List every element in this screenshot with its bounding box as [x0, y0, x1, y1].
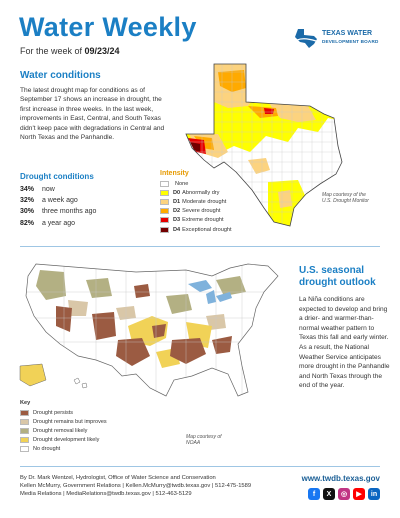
water-conditions-heading: Water conditions [20, 70, 101, 81]
texas-drought-map [185, 63, 343, 227]
website-link[interactable]: www.twdb.texas.gov [301, 474, 380, 483]
outlook-heading: U.S. seasonal drought outlook [299, 265, 376, 288]
legend-swatch [160, 198, 169, 205]
legend-item: D3 Extreme drought [160, 216, 232, 225]
legend-swatch [160, 208, 169, 215]
legend-swatch [20, 446, 29, 453]
youtube-icon[interactable]: ▶ [353, 488, 365, 500]
logo-line1: TEXAS WATER [322, 30, 373, 37]
legend-swatch [20, 437, 29, 444]
instagram-icon[interactable]: ◎ [338, 488, 350, 500]
legend-item: Drought remains but improves [20, 417, 107, 426]
us-drought-outlook-map [19, 263, 279, 397]
drought-stat: 82% a year ago [20, 219, 76, 227]
legend-swatch [20, 427, 29, 434]
footer-contacts: By Dr. Mark Wentzel, Hydrologist, Office… [20, 474, 251, 498]
legend-item: Drought removal likely [20, 426, 107, 435]
twdb-logo: TEXAS WATER DEVELOPMENT BOARD [292, 27, 388, 53]
intensity-legend: Intensity None D0 Abnormally dry D1 Modera… [160, 170, 232, 234]
drought-stat: 30% three months ago [20, 208, 97, 216]
outlook-body: La Niña conditions are expected to devel… [299, 296, 390, 390]
texas-logo-icon [295, 29, 317, 48]
issue-date-value: 09/23/24 [84, 46, 120, 56]
drought-stat: 32% a week ago [20, 197, 78, 205]
legend-item: D1 Moderate drought [160, 197, 232, 206]
legend-item: Drought development likely [20, 436, 107, 445]
intensity-legend-title: Intensity [160, 170, 189, 177]
facebook-icon[interactable]: f [308, 488, 320, 500]
outlook-key: Key Drought persists Drought remains but… [20, 400, 107, 454]
issue-date-prefix: For the week of [20, 46, 85, 56]
x-icon[interactable]: X [323, 488, 335, 500]
outlook-key-title: Key [20, 400, 31, 406]
drought-conditions-list: 34% now 32% a week ago 30% three months … [20, 184, 96, 229]
drought-stat: 34% now [20, 186, 55, 193]
legend-swatch [20, 418, 29, 425]
tx-map-credit: Map courtesy of the U.S. Drought Monitor [322, 192, 369, 204]
water-conditions-body: The latest drought map for conditions as… [20, 87, 165, 142]
legend-swatch [160, 189, 169, 196]
footer-contact-govrel[interactable]: Kellen McMurry, Government Relations | K… [20, 483, 252, 489]
social-links: f X ◎ ▶ in [308, 488, 380, 500]
legend-swatch [20, 409, 29, 416]
legend-swatch [160, 226, 169, 233]
drought-conditions-heading: Drought conditions [20, 172, 94, 181]
legend-item: None [160, 179, 232, 188]
footer-author: By Dr. Mark Wentzel, Hydrologist, Office… [20, 475, 216, 481]
section-divider [20, 246, 380, 247]
us-map-credit: Map courtesy of NOAA [186, 434, 222, 446]
legend-item: D2 Severe drought [160, 207, 232, 216]
issue-date: For the week of 09/23/24 [20, 46, 120, 56]
legend-swatch [160, 217, 169, 224]
legend-swatch [160, 180, 169, 187]
logo-line2: DEVELOPMENT BOARD [322, 39, 379, 44]
legend-item: D4 Exceptional drought [160, 225, 232, 234]
footer-contact-media[interactable]: Media Relations | MediaRelations@twdb.te… [20, 491, 192, 497]
legend-item: D0 Abnormally dry [160, 188, 232, 197]
legend-item: No drought [20, 445, 107, 454]
footer-divider [20, 466, 380, 467]
linkedin-icon[interactable]: in [368, 488, 380, 500]
legend-item: Drought persists [20, 408, 107, 417]
logo-text: TEXAS WATER DEVELOPMENT BOARD [322, 30, 379, 46]
page-title: Water Weekly [19, 12, 197, 42]
